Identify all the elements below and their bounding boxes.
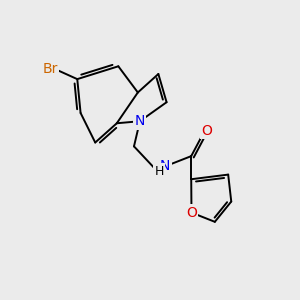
Text: N: N <box>160 159 170 173</box>
Text: Br: Br <box>42 62 58 76</box>
Text: O: O <box>186 206 197 220</box>
Text: N: N <box>135 114 145 128</box>
Text: H: H <box>155 164 164 178</box>
Text: O: O <box>202 124 213 138</box>
